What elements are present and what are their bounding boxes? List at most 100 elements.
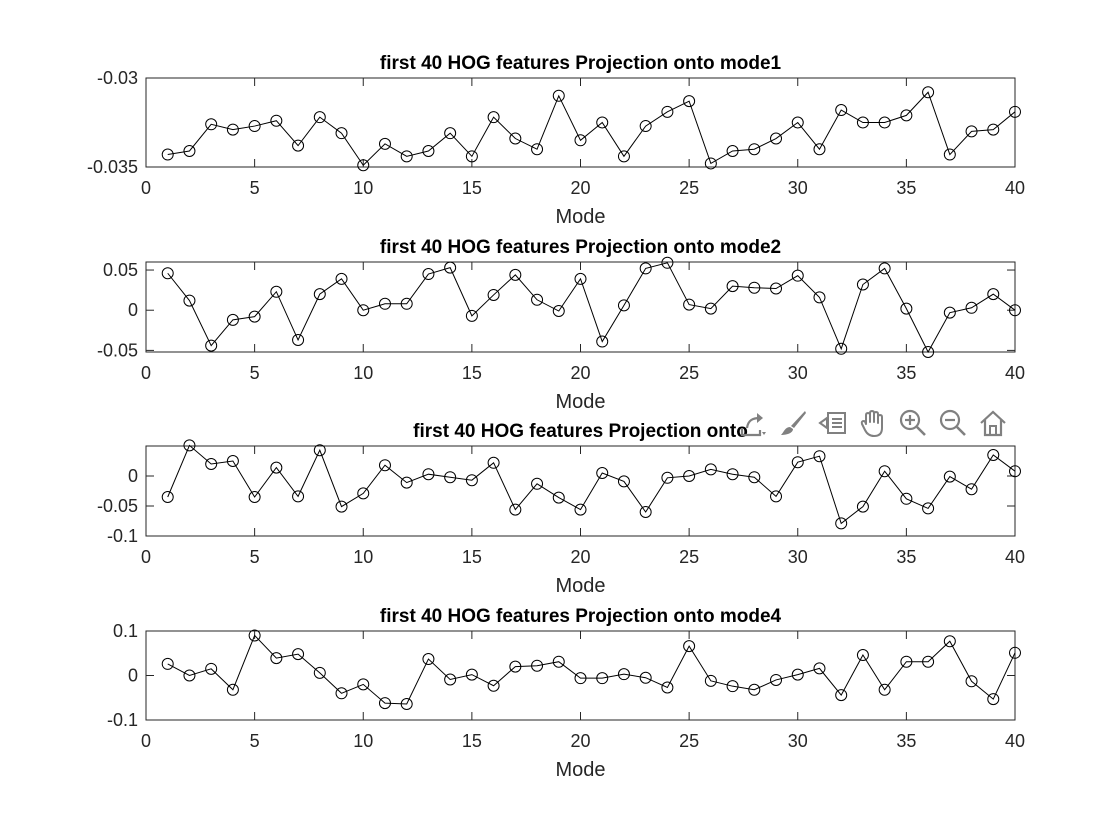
data-point xyxy=(704,302,717,315)
data-point xyxy=(596,467,609,479)
data-point xyxy=(661,471,674,484)
data-point xyxy=(161,148,174,161)
data-point xyxy=(835,342,848,355)
data-point xyxy=(1009,465,1021,478)
home-button[interactable] xyxy=(974,404,1011,441)
data-point xyxy=(161,491,174,503)
data-point xyxy=(683,470,696,482)
x-tick-label: 25 xyxy=(679,363,699,383)
subplot-1: 0 5 10 15 20 25 30 35 40 -0.035 -0.03 first 40 HOG … xyxy=(87,53,1025,228)
brush-button[interactable] xyxy=(774,404,811,441)
y-tick-label: 0.05 xyxy=(103,260,138,280)
data-point xyxy=(617,299,630,312)
data-point xyxy=(617,668,630,681)
data-point xyxy=(400,697,413,710)
series-line xyxy=(167,444,1016,525)
data-point xyxy=(943,148,956,161)
data-point xyxy=(639,262,652,275)
y-tick-label: -0.035 xyxy=(87,157,138,177)
axes-toolbar xyxy=(734,404,1011,441)
data-point xyxy=(465,309,478,322)
pan-hand-icon xyxy=(860,409,883,437)
data-point xyxy=(900,655,913,668)
x-tick-label: 15 xyxy=(462,363,482,383)
data-point xyxy=(400,150,413,163)
data-point xyxy=(226,683,239,696)
data-point xyxy=(574,672,587,685)
x-tick-label: 10 xyxy=(353,363,373,383)
y-tick-label: 0 xyxy=(128,666,138,686)
data-point xyxy=(248,491,261,503)
data-point xyxy=(357,159,370,172)
data-point xyxy=(509,503,522,516)
chart-title: first 40 HOG features Projection onto mo… xyxy=(380,53,782,74)
data-point xyxy=(922,502,935,515)
export-button[interactable] xyxy=(734,404,771,441)
data-point xyxy=(552,89,565,102)
data-point xyxy=(748,143,761,156)
data-point xyxy=(509,268,522,281)
x-tick-label: 40 xyxy=(1005,178,1025,198)
x-tick-label: 5 xyxy=(250,547,260,567)
data-point xyxy=(487,288,500,301)
chart-title: first 40 HOG features Projection onto mo… xyxy=(380,237,781,258)
data-point xyxy=(531,293,544,306)
data-point xyxy=(509,132,522,145)
data-point xyxy=(856,116,869,129)
subplot-3: 0 5 10 15 20 25 30 35 40 -0.1 -0.05 0 first 40 HOG f… xyxy=(97,421,1025,597)
data-point xyxy=(965,483,978,496)
x-tick-label: 0 xyxy=(141,731,151,751)
pan-button[interactable] xyxy=(854,404,891,441)
data-point xyxy=(183,144,196,157)
data-point xyxy=(422,653,435,666)
data-point xyxy=(617,150,630,163)
data-point xyxy=(639,671,652,684)
x-tick-label: 5 xyxy=(250,363,260,383)
data-point xyxy=(943,635,956,648)
legend-icon xyxy=(817,411,846,434)
series-line xyxy=(167,262,1016,354)
chart-title: first 40 HOG features Projection onto mo… xyxy=(380,606,782,627)
x-tick-label: 10 xyxy=(353,178,373,198)
data-point xyxy=(878,465,891,478)
data-point xyxy=(531,143,544,156)
data-point xyxy=(205,339,218,352)
data-point xyxy=(335,500,348,513)
x-axis-label: Mode xyxy=(555,206,605,228)
data-point xyxy=(791,116,804,129)
data-point xyxy=(552,491,565,504)
x-tick-label: 30 xyxy=(788,547,808,567)
zoom-in-button[interactable] xyxy=(894,404,931,441)
data-point xyxy=(943,306,956,319)
x-tick-label: 35 xyxy=(896,363,916,383)
x-tick-label: 20 xyxy=(570,731,590,751)
x-tick-label: 25 xyxy=(679,178,699,198)
data-point xyxy=(856,500,869,513)
x-axis-label: Mode xyxy=(555,759,605,781)
data-point xyxy=(900,109,913,122)
data-point xyxy=(270,652,283,665)
x-tick-label: 35 xyxy=(896,731,916,751)
data-point xyxy=(292,333,305,346)
zoom-out-button[interactable] xyxy=(934,404,971,441)
data-point xyxy=(357,487,370,500)
data-point xyxy=(639,506,652,518)
data-point xyxy=(313,666,326,679)
data-point xyxy=(183,439,196,452)
data-point xyxy=(617,475,630,488)
x-tick-label: 35 xyxy=(896,547,916,567)
data-point xyxy=(270,285,283,298)
x-tick-label: 20 xyxy=(570,363,590,383)
data-point xyxy=(422,468,435,481)
data-point xyxy=(292,648,305,661)
y-tick-label: 0.1 xyxy=(113,621,138,641)
data-point xyxy=(770,490,783,503)
legend-button[interactable] xyxy=(814,404,851,441)
data-point xyxy=(791,668,804,681)
x-tick-label: 30 xyxy=(788,363,808,383)
data-point xyxy=(835,517,848,530)
data-point xyxy=(378,459,391,472)
data-point xyxy=(465,150,478,163)
x-tick-label: 10 xyxy=(353,547,373,567)
